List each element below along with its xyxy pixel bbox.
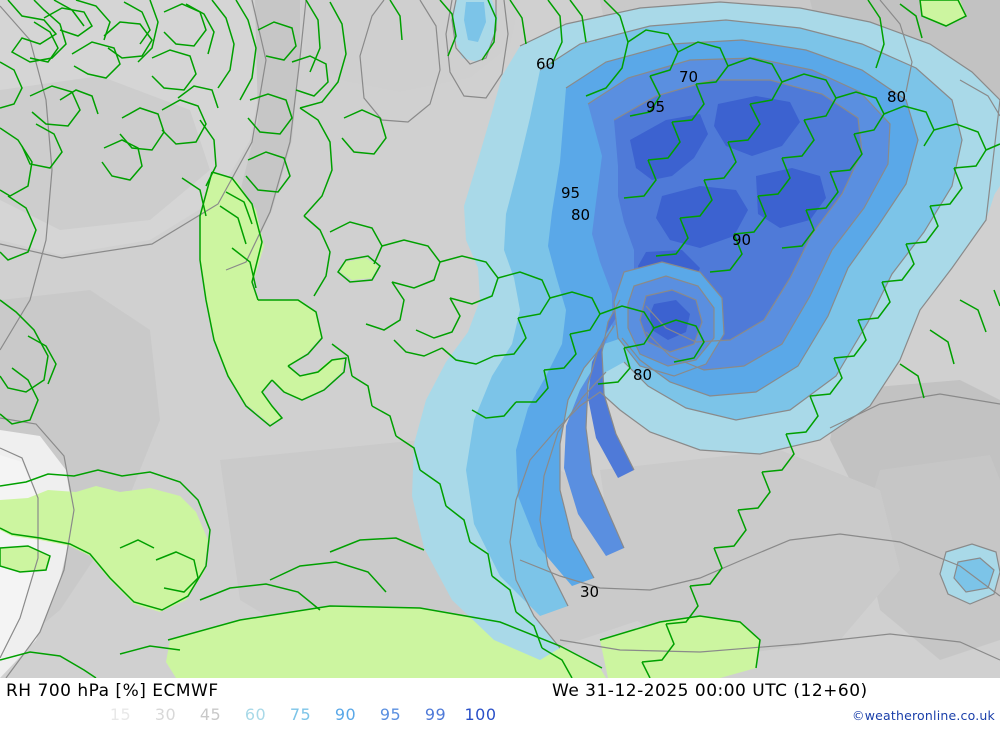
contour-label: 90 — [732, 231, 751, 249]
contour-label-text: 80 — [887, 88, 906, 106]
contour-label: 80 — [887, 88, 906, 106]
weather-map-canvas[interactable]: 60 70 95 80 95 80 90 80 30 — [0, 0, 1000, 678]
contour-label-group: 60 70 95 80 95 80 90 80 30 — [536, 55, 906, 601]
scale-step-100: 100 — [464, 705, 497, 724]
contour-label: 80 — [633, 366, 652, 384]
contour-label-text: 90 — [732, 231, 751, 249]
contour-label-text: 95 — [561, 184, 580, 202]
scale-step-45: 45 — [199, 705, 222, 724]
scale-step-60: 60 — [244, 705, 267, 724]
contour-lines — [0, 0, 1000, 678]
chart-title: RH 700 hPa [%] ECMWF — [6, 681, 219, 701]
contour-label: 60 — [536, 55, 555, 73]
contour-label: 80 — [571, 206, 590, 224]
contour-label: 95 — [646, 98, 665, 116]
scale-step-75: 75 — [289, 705, 312, 724]
rh-fill-100 — [630, 96, 826, 298]
coastline-layer — [0, 0, 1000, 678]
footer-bar: RH 700 hPa [%] ECMWF We 31-12-2025 00:00… — [0, 678, 1000, 733]
scale-step-15: 15 — [109, 705, 132, 724]
contour-label: 70 — [679, 68, 698, 86]
contour-label-text: 30 — [580, 583, 599, 601]
top-blob — [452, 0, 498, 62]
copyright-label: ©weatheronline.co.uk — [852, 708, 995, 723]
contour-label-text: 80 — [571, 206, 590, 224]
scale-step-90: 90 — [334, 705, 357, 724]
contour-label-text: 95 — [646, 98, 665, 116]
run-timestamp: We 31-12-2025 00:00 UTC (12+60) — [552, 681, 868, 701]
contour-label-text: 60 — [536, 55, 555, 73]
contour-label-text: 70 — [679, 68, 698, 86]
color-scale-legend: 15 30 45 60 75 90 95 99 100 — [98, 705, 503, 729]
land-green-layer — [0, 0, 966, 678]
contour-label: 30 — [580, 583, 599, 601]
contour-label: 95 — [561, 184, 580, 202]
contour-label-text: 80 — [633, 366, 652, 384]
scale-step-30: 30 — [154, 705, 177, 724]
scale-step-99: 99 — [424, 705, 447, 724]
scale-step-95: 95 — [379, 705, 402, 724]
map-svg: 60 70 95 80 95 80 90 80 30 — [0, 0, 1000, 678]
